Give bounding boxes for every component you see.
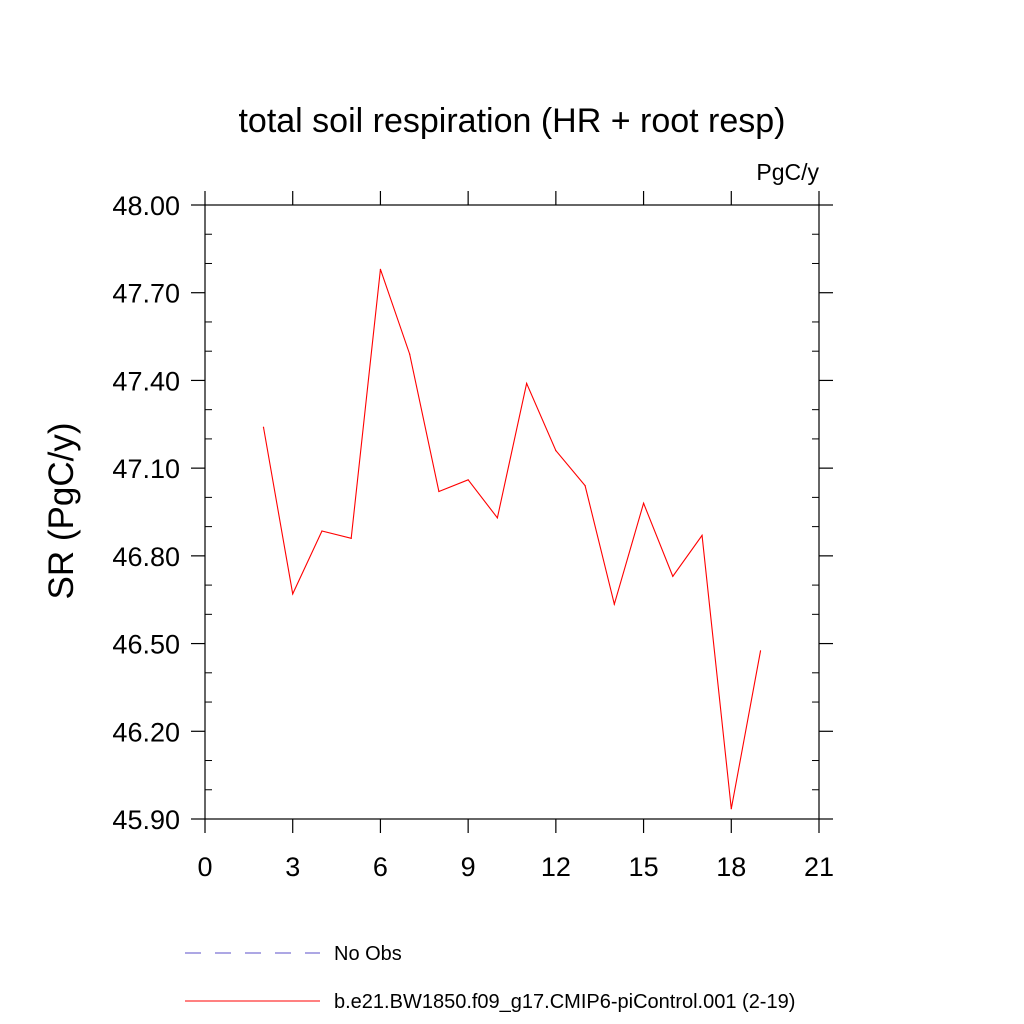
series-point [350, 537, 352, 539]
legend: No Obs b.e21.BW1850.f09_g17.CMIP6-piContr… [185, 943, 795, 1013]
y-tick-label: 47.40 [112, 366, 180, 396]
y-tick-label: 45.90 [112, 805, 180, 835]
series-point [613, 603, 615, 605]
x-tick-label: 6 [373, 852, 388, 882]
series-point [642, 502, 645, 504]
x-tick-label: 3 [285, 852, 300, 882]
plot-border [204, 204, 820, 820]
x-tick-label: 15 [629, 852, 659, 882]
y-tick-label: 46.80 [112, 542, 180, 572]
x-tick-label: 21 [804, 852, 834, 882]
y-tick-label: 47.70 [112, 279, 180, 309]
x-tick-label: 18 [716, 852, 746, 882]
series-point [467, 479, 469, 481]
series-point [730, 808, 732, 810]
series-point [496, 517, 498, 519]
series-point [409, 353, 411, 355]
series-point [321, 530, 323, 532]
legend-label: b.e21.BW1850.f09_g17.CMIP6-piControl.001… [334, 991, 795, 1013]
x-tick-label: 0 [197, 852, 212, 882]
y-tick-labels-group: 45.90 46.20 46.50 46.80 47.10 47.40 47.70 48.00 [112, 191, 180, 835]
y-tick-label: 46.20 [112, 717, 180, 747]
legend-label: No Obs [334, 943, 402, 965]
axis-ticks-group [191, 191, 833, 833]
y-axis-label: SR (PgC/y) [42, 423, 81, 600]
series-point [262, 426, 265, 428]
units-label: PgC/y [756, 159, 819, 185]
series-point [584, 485, 586, 487]
y-tick-label: 46.50 [112, 630, 180, 660]
y-tick-label: 47.10 [112, 454, 180, 484]
plot-frame-group [204, 204, 820, 820]
series-point [526, 382, 528, 384]
series-point [759, 650, 762, 652]
series-point [555, 450, 557, 452]
series-point [701, 534, 703, 536]
series-point [672, 575, 674, 577]
chart-title: total soil respiration (HR + root resp) [238, 102, 785, 140]
series-line [262, 269, 762, 809]
x-tick-labels-group: 0 3 6 9 12 15 18 21 [197, 852, 834, 882]
series-point [379, 268, 382, 270]
y-tick-label: 48.00 [112, 191, 180, 221]
text-group: total soil respiration (HR + root resp) … [42, 102, 819, 599]
series-point [292, 593, 294, 595]
series-group [262, 268, 762, 810]
x-tick-label: 9 [461, 852, 476, 882]
series-point [438, 490, 440, 493]
x-tick-label: 12 [541, 852, 571, 882]
